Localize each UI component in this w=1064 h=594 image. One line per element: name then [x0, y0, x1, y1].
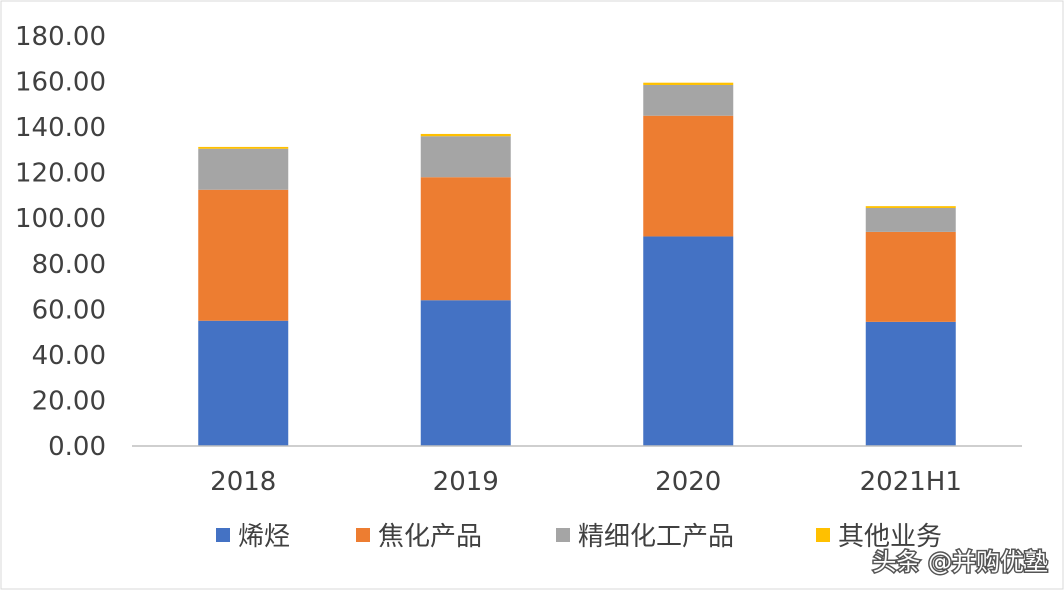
bar-segment [420, 300, 511, 446]
x-axis: 2018 2019 2020 2021H1 [210, 467, 962, 497]
legend: 烯烃 焦化产品 精细化工产品 其他业务 [216, 522, 942, 552]
bar-segment [865, 231, 956, 322]
watermark: 头条 @并购优塾 [871, 547, 1050, 578]
bar-segment [198, 148, 289, 190]
x-tick-label: 2021H1 [860, 467, 962, 497]
y-tick-label: 140.00 [15, 113, 106, 143]
bar-segment [643, 84, 734, 116]
y-tick-label: 120.00 [15, 159, 106, 189]
legend-swatch [356, 528, 370, 542]
y-axis: 0.00 20.00 40.00 60.00 80.00 100.00 120.00 140.… [15, 22, 106, 462]
legend-label: 其他业务 [838, 522, 942, 552]
y-tick-label: 40.00 [32, 341, 106, 371]
x-tick-label: 2019 [433, 467, 499, 497]
legend-label: 精细化工产品 [578, 522, 734, 552]
bar-segment [865, 207, 956, 232]
bar-segment [420, 177, 511, 301]
bar-segment [420, 133, 511, 137]
watermark-text: 头条 @并购优塾 [872, 548, 1048, 576]
x-tick-label: 2020 [655, 467, 721, 497]
bar-segment [198, 320, 289, 446]
y-tick-label: 80.00 [32, 250, 106, 280]
legend-swatch [216, 528, 230, 542]
bar-segment [865, 206, 956, 208]
y-tick-label: 0.00 [48, 432, 106, 462]
bar-segment [643, 82, 734, 85]
legend-label: 烯烃 [238, 522, 290, 552]
bar-segment [198, 146, 289, 149]
y-tick-label: 60.00 [32, 295, 106, 325]
y-tick-label: 20.00 [32, 386, 106, 416]
bar-segment [198, 189, 289, 321]
bars [198, 82, 956, 446]
bar-segment [643, 115, 734, 237]
y-tick-label: 160.00 [15, 68, 106, 98]
x-tick-label: 2018 [210, 467, 276, 497]
y-tick-label: 180.00 [15, 22, 106, 52]
bar-segment [420, 136, 511, 178]
bar-segment [643, 236, 734, 446]
legend-label: 焦化产品 [378, 522, 482, 552]
bar-segment [865, 321, 956, 446]
y-tick-label: 100.00 [15, 204, 106, 234]
legend-swatch [816, 528, 830, 542]
legend-swatch [556, 528, 570, 542]
